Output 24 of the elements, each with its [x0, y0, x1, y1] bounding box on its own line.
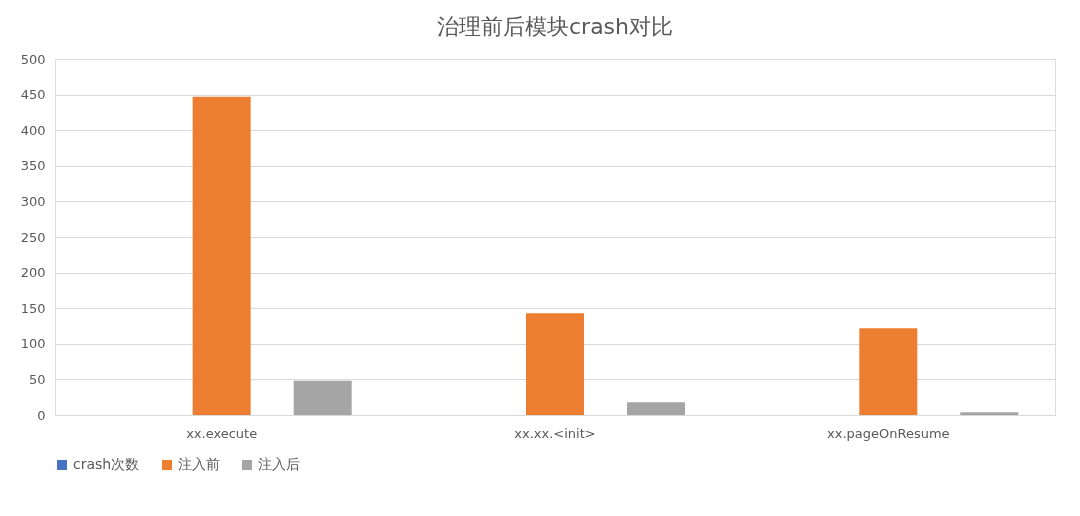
- y-tick-label: 200: [20, 265, 46, 281]
- bar: [526, 313, 584, 415]
- legend-label: crash次数: [73, 456, 140, 472]
- bar: [192, 96, 251, 415]
- x-tick-label: xx.pageOnResume: [827, 425, 950, 441]
- y-tick-label: 250: [20, 229, 46, 245]
- x-tick-label: xx.execute: [186, 425, 258, 441]
- bar: [960, 412, 1019, 415]
- y-tick-label: 400: [20, 122, 46, 138]
- bar: [627, 402, 686, 415]
- y-tick-label: 100: [20, 336, 46, 352]
- y-tick-label: 0: [37, 407, 46, 423]
- bar: [293, 380, 352, 415]
- x-tick-label: xx.xx.<init>: [514, 425, 596, 441]
- bar: [859, 328, 918, 415]
- legend-label: 注入前: [178, 456, 220, 472]
- y-tick-label: 150: [20, 300, 46, 316]
- y-tick-label: 50: [28, 371, 46, 387]
- y-tick-label: 450: [20, 87, 46, 103]
- y-tick-label: 350: [20, 158, 46, 174]
- y-tick-label: 500: [20, 51, 46, 67]
- chart-title: 治理前后模块crash对比: [436, 14, 674, 39]
- y-tick-label: 300: [20, 193, 46, 209]
- legend-label: 注入后: [258, 456, 300, 472]
